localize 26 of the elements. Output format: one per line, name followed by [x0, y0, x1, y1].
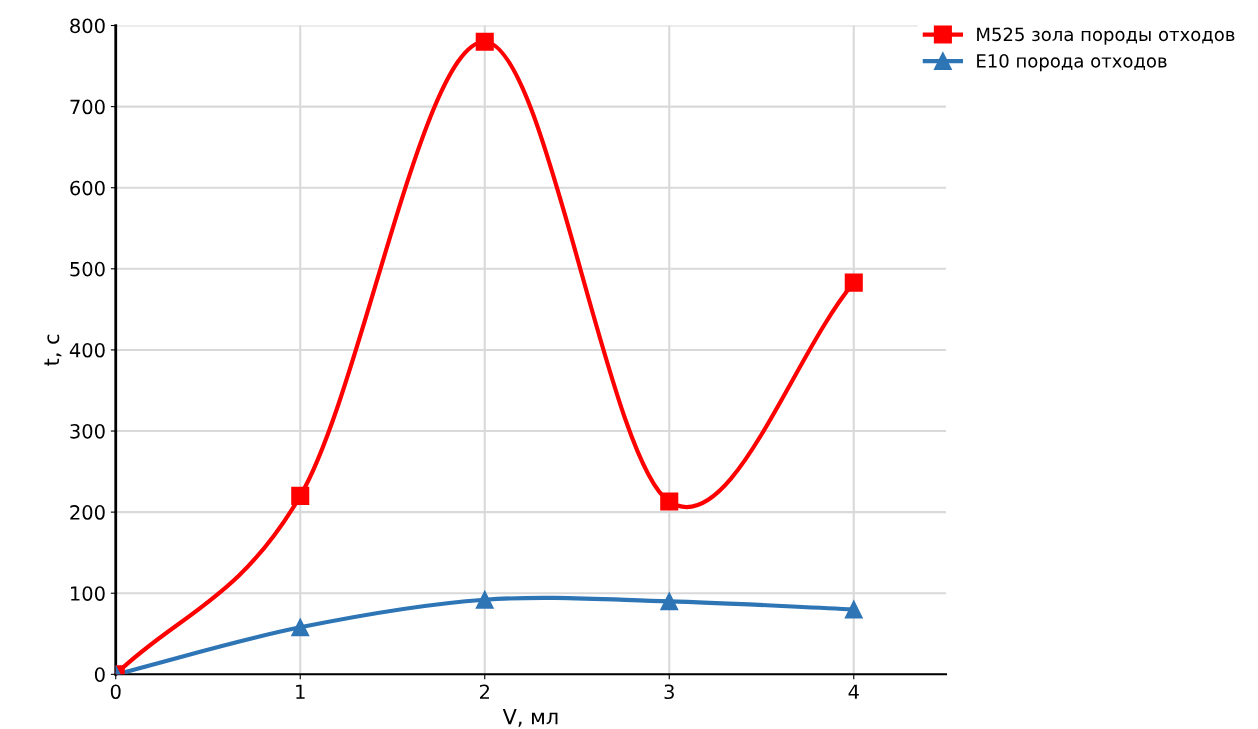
point	[291, 486, 310, 505]
legend-label: М525 зола породы отходов	[977, 27, 1235, 45]
y-tick-label: 800	[70, 18, 105, 34]
y-tick-label: 100	[71, 586, 105, 601]
y-tick-label: 700	[70, 99, 105, 115]
x-axis-title: V, мл	[502, 709, 558, 727]
point	[844, 600, 863, 619]
y-tick-label: 500	[70, 261, 105, 277]
y-tick-label: 0	[94, 667, 105, 682]
x-tick-label: 1	[296, 684, 305, 699]
y-axis-title: t, с	[44, 334, 62, 366]
x-tick-label: 4	[848, 684, 859, 699]
point	[844, 273, 863, 292]
point	[660, 592, 679, 611]
point	[291, 618, 310, 637]
x-tick-label: 2	[479, 684, 489, 699]
point	[475, 590, 494, 609]
y-tick-label: 200	[70, 505, 105, 520]
y-tick-label: 300	[70, 423, 105, 439]
y-tick-label: 600	[70, 180, 105, 196]
y-tick-label: 400	[69, 342, 105, 358]
point	[660, 492, 679, 511]
x-tick-label: 3	[664, 684, 674, 700]
x-tick-label: 0	[110, 684, 121, 700]
point	[475, 32, 494, 51]
legend-label: Е10 порода отходов	[977, 54, 1167, 72]
